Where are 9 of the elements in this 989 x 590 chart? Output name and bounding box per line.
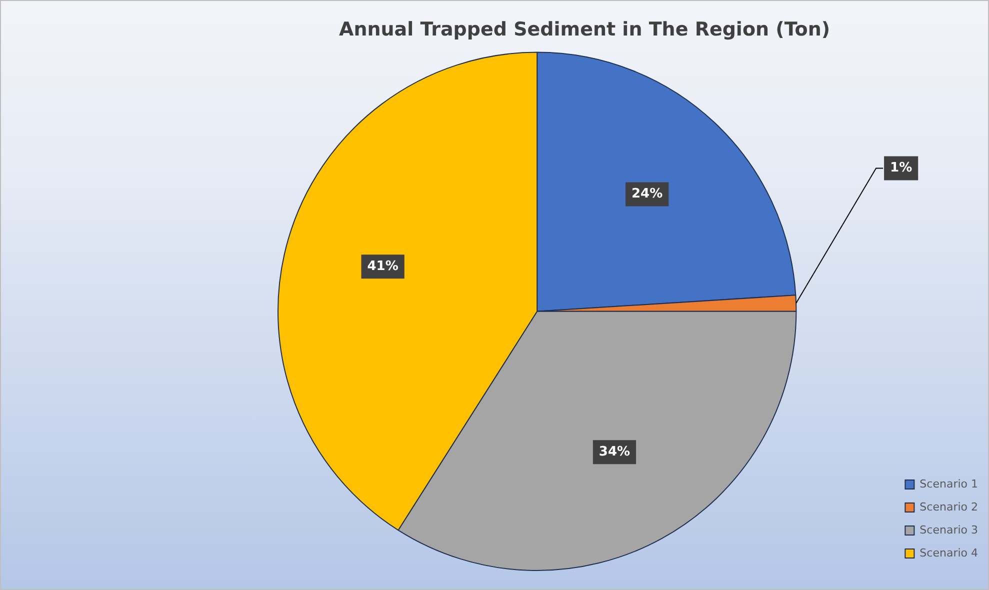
data-label: 41% [367,258,398,274]
legend-label: Scenario 4 [920,546,978,560]
chart-title: Annual Trapped Sediment in The Region (Ton) [338,18,830,40]
data-label: 24% [632,186,663,202]
data-label: 34% [598,444,630,460]
legend-label: Scenario 1 [920,477,978,490]
legend-label: Scenario 3 [920,523,978,536]
legend-label: Scenario 2 [920,500,978,514]
data-label: 1% [890,160,912,176]
